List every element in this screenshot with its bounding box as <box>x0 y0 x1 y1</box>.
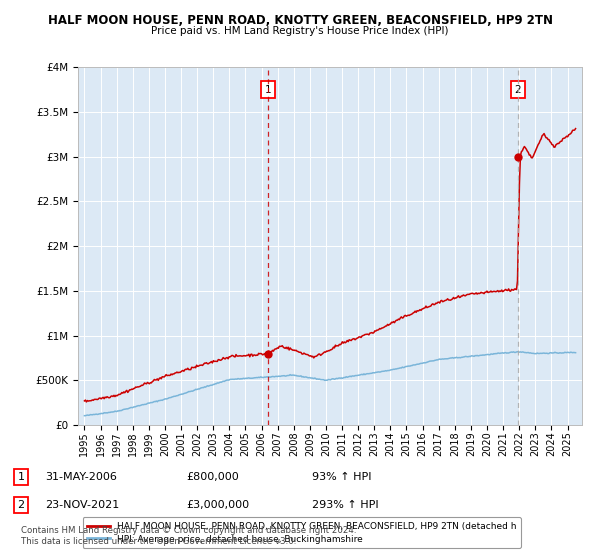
Text: 93% ↑ HPI: 93% ↑ HPI <box>312 472 371 482</box>
Text: 2: 2 <box>17 500 25 510</box>
Text: Contains HM Land Registry data © Crown copyright and database right 2024.: Contains HM Land Registry data © Crown c… <box>21 526 356 535</box>
Text: 31-MAY-2006: 31-MAY-2006 <box>45 472 117 482</box>
Text: 1: 1 <box>265 85 272 95</box>
Text: 293% ↑ HPI: 293% ↑ HPI <box>312 500 379 510</box>
Text: HALF MOON HOUSE, PENN ROAD, KNOTTY GREEN, BEACONSFIELD, HP9 2TN: HALF MOON HOUSE, PENN ROAD, KNOTTY GREEN… <box>47 14 553 27</box>
Text: This data is licensed under the Open Government Licence v3.0.: This data is licensed under the Open Gov… <box>21 538 296 547</box>
Text: 2: 2 <box>514 85 521 95</box>
Legend: HALF MOON HOUSE, PENN ROAD, KNOTTY GREEN, BEACONSFIELD, HP9 2TN (detached h, HPI: HALF MOON HOUSE, PENN ROAD, KNOTTY GREEN… <box>83 517 521 548</box>
Text: £800,000: £800,000 <box>186 472 239 482</box>
Text: £3,000,000: £3,000,000 <box>186 500 249 510</box>
Text: 1: 1 <box>17 472 25 482</box>
Text: Price paid vs. HM Land Registry's House Price Index (HPI): Price paid vs. HM Land Registry's House … <box>151 26 449 36</box>
Text: 23-NOV-2021: 23-NOV-2021 <box>45 500 119 510</box>
